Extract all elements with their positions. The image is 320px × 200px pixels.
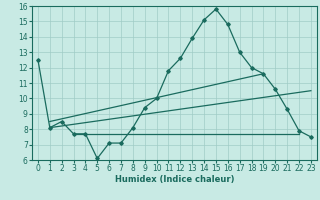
X-axis label: Humidex (Indice chaleur): Humidex (Indice chaleur) [115,175,234,184]
